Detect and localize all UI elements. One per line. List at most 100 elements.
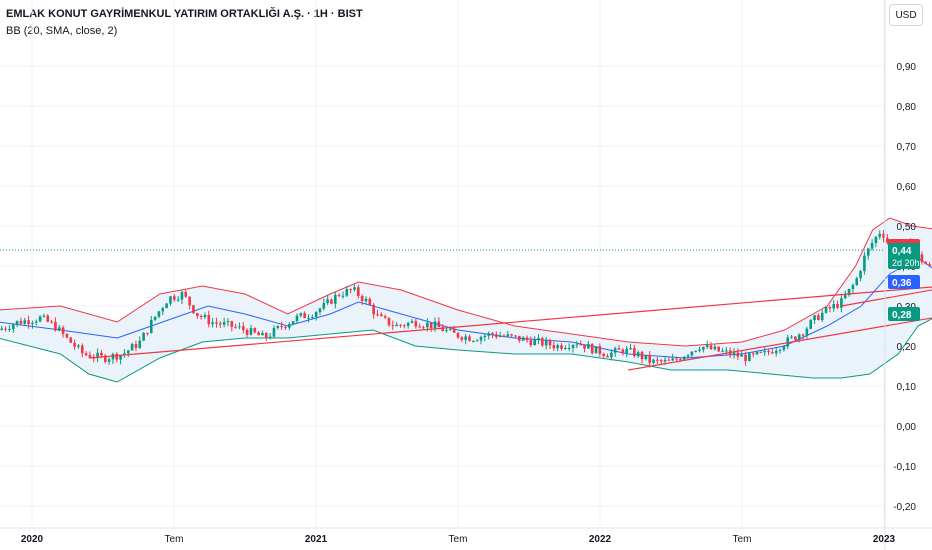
candle-body xyxy=(744,354,747,362)
candle xyxy=(288,322,291,331)
currency-button[interactable]: USD xyxy=(889,4,923,26)
price-tag: 0,28 xyxy=(888,307,920,321)
candle xyxy=(679,357,682,362)
candle xyxy=(475,338,479,342)
candle-body xyxy=(686,355,690,357)
candle xyxy=(636,350,640,358)
candle-body xyxy=(107,359,111,362)
candle-body xyxy=(840,298,843,308)
candle-body xyxy=(487,333,490,336)
candle xyxy=(556,343,559,352)
candle-body xyxy=(119,354,122,360)
candle xyxy=(920,251,924,265)
time-tick-label: 2021 xyxy=(305,534,328,545)
candle-body xyxy=(69,337,73,343)
candle xyxy=(813,314,816,325)
candle-body xyxy=(767,350,770,353)
candle xyxy=(882,230,885,243)
price-tag-bg xyxy=(888,243,920,269)
candle xyxy=(234,323,237,329)
indicator-legend[interactable]: BB (20, SMA, close, 2) xyxy=(6,25,118,37)
candle xyxy=(717,346,721,352)
candle xyxy=(767,348,770,356)
candle xyxy=(307,314,310,323)
candle-body xyxy=(882,233,885,239)
candle xyxy=(736,348,740,361)
candle-body xyxy=(376,314,379,316)
candle-body xyxy=(702,347,705,350)
candle xyxy=(380,312,383,317)
candle-body xyxy=(560,345,563,349)
candle xyxy=(870,239,874,251)
candle xyxy=(19,317,23,325)
candle-body xyxy=(211,322,214,325)
candle xyxy=(510,333,513,338)
candle-body xyxy=(575,344,579,346)
candle xyxy=(345,285,349,298)
candle xyxy=(682,356,686,361)
candle xyxy=(73,339,76,350)
candle-body xyxy=(61,327,65,334)
grid-lines xyxy=(0,0,885,528)
candle xyxy=(180,290,184,305)
candle-body xyxy=(364,298,368,302)
candle-body xyxy=(602,353,605,356)
candle xyxy=(249,324,253,336)
candle xyxy=(341,291,345,299)
candle xyxy=(353,284,356,292)
price-tick-label: 0,00 xyxy=(897,422,917,433)
candle xyxy=(303,311,306,319)
candle xyxy=(284,326,287,330)
candle-body xyxy=(556,345,559,349)
candle xyxy=(721,347,724,353)
candle-body xyxy=(617,348,621,350)
candle-body xyxy=(241,326,245,331)
candle-body xyxy=(73,342,76,347)
candle xyxy=(690,351,694,359)
candle-body xyxy=(372,304,375,315)
candle xyxy=(169,295,172,306)
candle xyxy=(625,346,628,357)
candle xyxy=(195,312,199,319)
candle-body xyxy=(153,316,157,320)
bollinger-band-fill xyxy=(0,218,932,382)
candle xyxy=(311,314,314,320)
candle xyxy=(161,306,165,316)
candle-body xyxy=(42,315,46,317)
candle-body xyxy=(441,327,444,332)
candle-body xyxy=(625,348,628,354)
candle-body xyxy=(195,313,199,317)
upper-band-line xyxy=(0,217,932,347)
candle xyxy=(544,336,548,350)
candle-body xyxy=(675,358,678,360)
candle-body xyxy=(92,357,96,359)
candle xyxy=(42,313,46,318)
candle-body xyxy=(383,316,387,318)
candles xyxy=(0,230,931,368)
candle xyxy=(207,310,211,328)
candle-body xyxy=(126,350,130,354)
candle-body xyxy=(169,296,172,304)
candle-body xyxy=(111,353,115,360)
candle xyxy=(751,352,755,358)
candle xyxy=(103,353,107,364)
candle-body xyxy=(368,298,372,305)
candle-body xyxy=(261,332,264,336)
candle-body xyxy=(418,326,421,328)
candle xyxy=(774,346,778,357)
candle-body xyxy=(318,308,322,313)
candle xyxy=(149,315,153,334)
candle xyxy=(54,317,57,332)
candle xyxy=(429,322,433,333)
candle xyxy=(349,288,352,294)
candle-body xyxy=(571,345,575,348)
price-tag-bg xyxy=(888,275,920,289)
candle-body xyxy=(533,339,536,346)
price-tag-value: 0,36 xyxy=(892,278,912,289)
candle-body xyxy=(751,353,755,355)
candle xyxy=(291,321,295,325)
candle-body xyxy=(610,352,613,358)
candle-body xyxy=(843,295,847,299)
candle-body xyxy=(809,320,813,329)
